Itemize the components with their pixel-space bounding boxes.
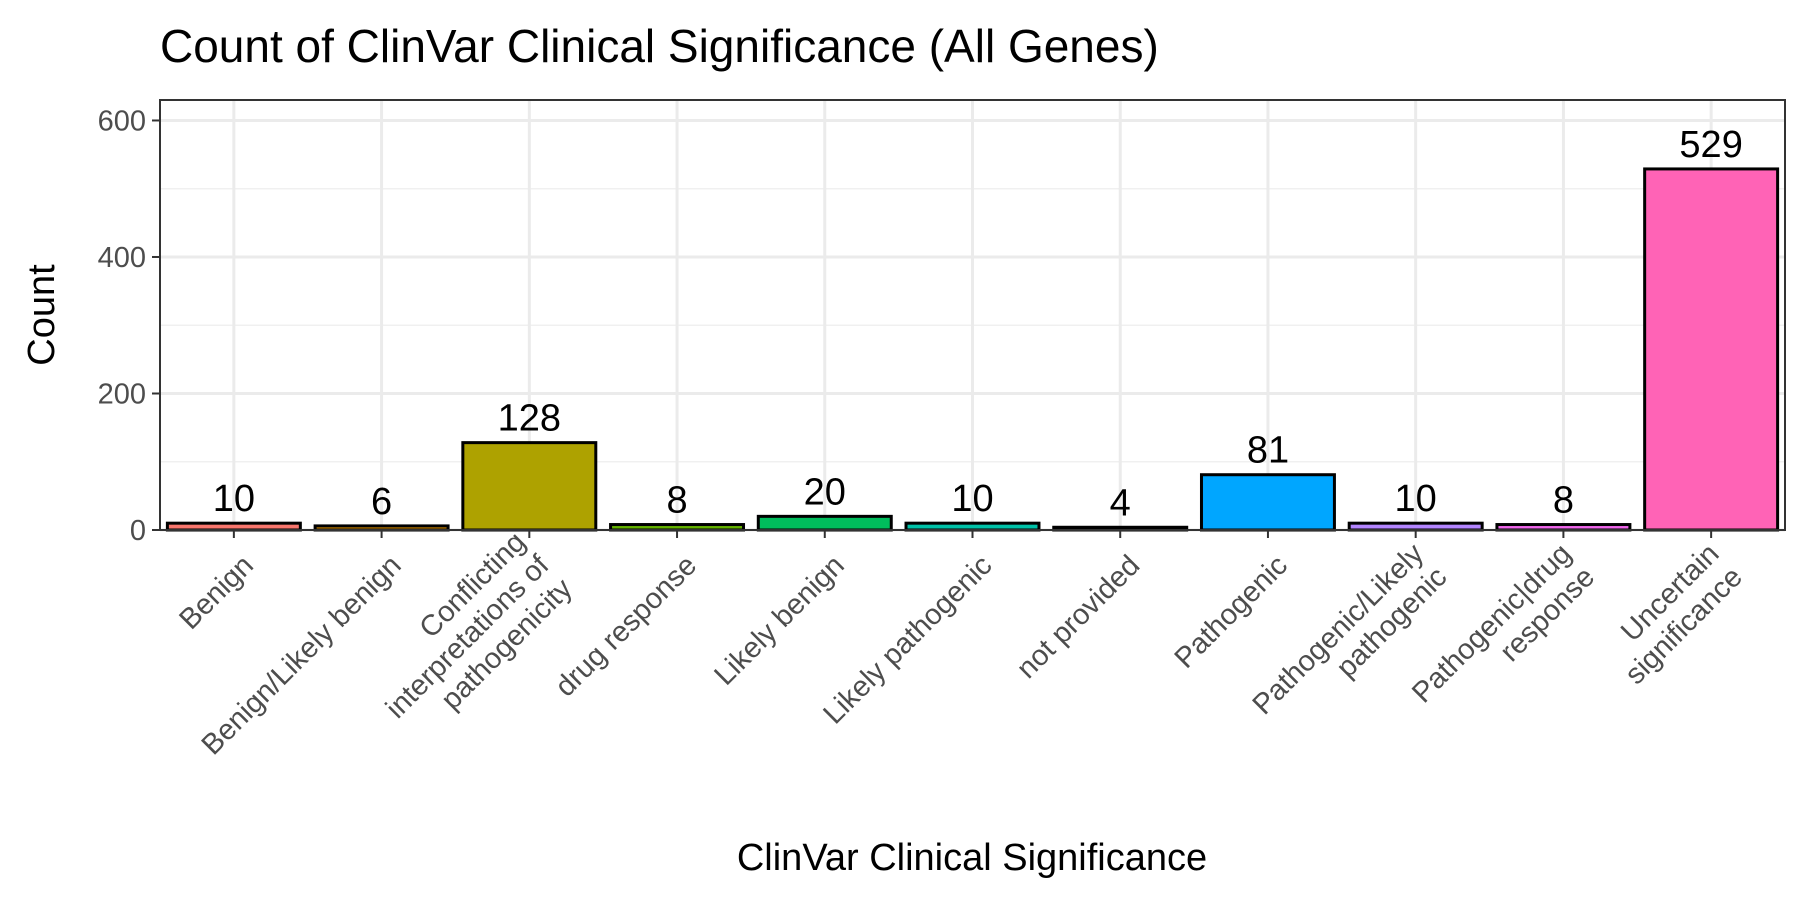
- x-tick-label: Likely benign: [708, 549, 850, 691]
- bar-value-label: 529: [1679, 124, 1742, 166]
- bar: [165, 521, 302, 532]
- grid-lines: [160, 100, 1785, 532]
- y-tick-label: 400: [98, 242, 146, 274]
- chart-title: Count of ClinVar Clinical Significance (…: [160, 20, 1159, 72]
- bar: [1347, 521, 1484, 532]
- y-axis: 0 200 400 600: [98, 105, 160, 547]
- bar-labels: 10 6 128 8 20 10 4 81 10 8 529: [213, 124, 1743, 524]
- bar-value-label: 10: [213, 478, 255, 520]
- bar-value-label: 10: [1395, 478, 1437, 520]
- bar-value-label: 8: [666, 480, 687, 522]
- bar-value-label: 6: [371, 481, 392, 523]
- x-tick-label: Uncertainsignificance: [1596, 538, 1749, 691]
- bar-value-label: 8: [1553, 480, 1574, 522]
- bar-value-label: 128: [498, 398, 561, 440]
- x-tick-label: Pathogenic: [1169, 549, 1294, 674]
- y-tick-label: 200: [98, 378, 146, 410]
- x-axis-title: ClinVar Clinical Significance: [737, 837, 1207, 879]
- bar: [756, 514, 893, 532]
- y-axis-title: Count: [21, 264, 63, 366]
- bars: [165, 167, 1780, 532]
- bar: [1643, 167, 1780, 532]
- bar: [904, 521, 1041, 532]
- x-tick-label: Benign: [173, 549, 259, 635]
- bar: [1199, 473, 1336, 532]
- x-tick-label: drug response: [549, 549, 703, 703]
- x-tick-label: not provided: [1011, 549, 1146, 684]
- bar-value-label: 20: [804, 471, 846, 513]
- plot-area: 10 6 128 8 20 10 4 81 10 8 529: [159, 99, 1786, 532]
- bar-value-label: 10: [951, 478, 993, 520]
- bar-value-label: 4: [1110, 482, 1131, 524]
- y-tick-label: 600: [98, 105, 146, 137]
- y-tick-label: 0: [130, 515, 146, 547]
- bar: [461, 441, 598, 532]
- bar-value-label: 81: [1247, 430, 1289, 472]
